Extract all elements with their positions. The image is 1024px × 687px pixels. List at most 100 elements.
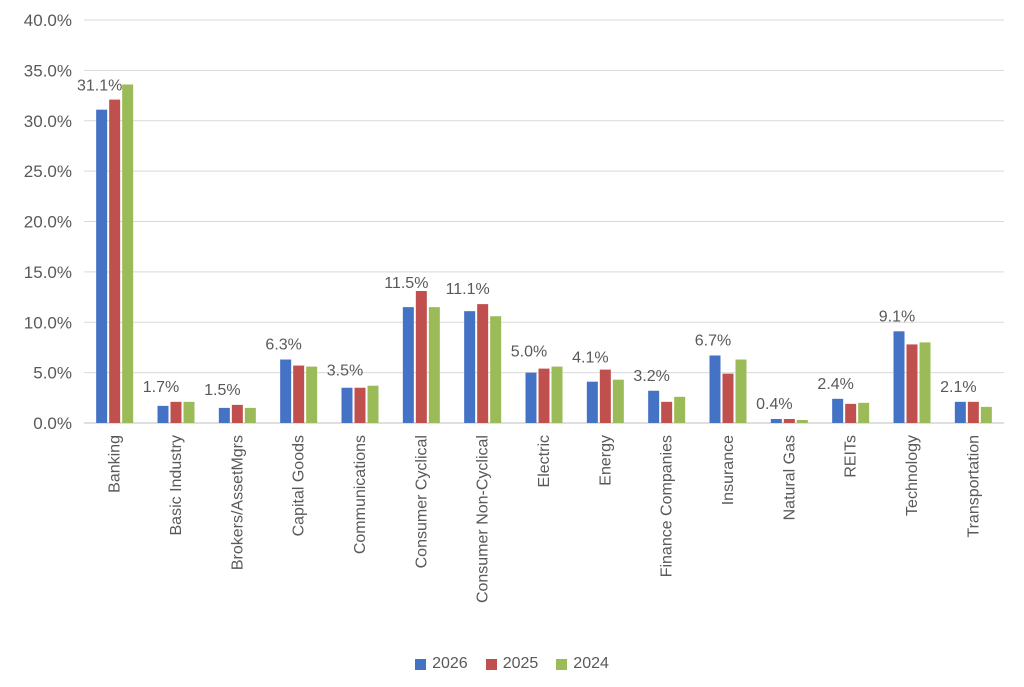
bar-2025: [538, 368, 550, 423]
bar-2024: [858, 402, 870, 423]
category-label: Technology: [904, 435, 921, 516]
bar-chart: 0.0% 5.0% 10.0% 15.0% 20.0% 25.0% 30.0% 35.0% 40…: [24, 11, 1004, 603]
bar-2025: [477, 304, 489, 423]
category-label: Transportation: [965, 435, 982, 538]
category-label: Communications: [352, 435, 369, 554]
legend-item: 2025: [485, 655, 539, 673]
bar-2025: [967, 401, 979, 423]
legend-label: 2026: [432, 655, 468, 672]
bar-2025: [845, 403, 857, 423]
bar-2024: [919, 342, 931, 423]
y-tick-label: 25.0%: [24, 162, 72, 181]
category-label: Capital Goods: [291, 435, 308, 536]
bar-2025: [231, 404, 243, 423]
data-label: 3.2%: [633, 368, 669, 385]
bar-2026: [709, 355, 721, 423]
data-label: 11.5%: [384, 275, 428, 292]
bar-2025: [906, 344, 918, 423]
y-tick-label: 20.0%: [24, 213, 72, 232]
legend: 2026 2025 2024: [0, 655, 1024, 673]
bar-2024: [306, 366, 318, 423]
legend-swatch: [485, 658, 497, 670]
y-tick-label: 40.0%: [24, 11, 72, 30]
bar-2026: [341, 387, 353, 423]
bar-2026: [525, 372, 537, 423]
bar-2024: [183, 401, 195, 423]
category-label: Consumer Cyclical: [413, 435, 430, 568]
x-axis-labels: Banking Basic Industry Brokers/AssetMgrs Ca…: [107, 435, 983, 603]
bar-2024: [122, 84, 134, 423]
bar-2025: [354, 387, 366, 423]
legend-swatch: [415, 658, 427, 670]
bar-2024: [367, 385, 379, 423]
data-labels: 31.1% 1.7% 1.5% 6.3% 3.5% 11.5% 11.1% 5.0% 4.1% 3…: [77, 78, 977, 413]
data-label: 2.4%: [817, 376, 853, 393]
data-label: 1.7%: [143, 379, 179, 396]
data-label: 2.1%: [940, 379, 976, 396]
legend-label: 2024: [573, 655, 609, 672]
y-tick-label: 30.0%: [24, 112, 72, 131]
bar-2024: [551, 366, 563, 423]
bar-2026: [586, 381, 598, 423]
bar-2026: [402, 307, 414, 423]
bar-2026: [648, 390, 660, 423]
bar-2024: [674, 396, 686, 423]
bar-2026: [96, 109, 108, 423]
data-label: 5.0%: [511, 344, 547, 361]
y-axis-ticks: 0.0% 5.0% 10.0% 15.0% 20.0% 25.0% 30.0% 35.0% 40…: [24, 11, 72, 433]
y-tick-label: 15.0%: [24, 263, 72, 282]
legend-label: 2025: [502, 655, 539, 672]
category-label: Banking: [107, 435, 124, 493]
data-label: 1.5%: [204, 382, 240, 399]
bar-2026: [832, 398, 844, 423]
data-label: 4.1%: [572, 350, 608, 367]
bar-2025: [170, 401, 182, 423]
bar-2026: [893, 331, 905, 423]
bars: [96, 84, 992, 423]
category-label: Consumer Non-Cyclical: [475, 435, 492, 603]
data-label: 31.1%: [77, 78, 122, 95]
category-label: Brokers/AssetMgrs: [229, 435, 246, 570]
bar-2024: [735, 359, 747, 423]
y-tick-label: 0.0%: [33, 414, 72, 433]
bar-2024: [612, 379, 624, 423]
data-label: 6.7%: [695, 332, 731, 349]
y-tick-label: 10.0%: [24, 313, 72, 332]
bar-2024: [980, 406, 992, 423]
category-label: Energy: [597, 435, 614, 486]
bar-2026: [157, 405, 169, 423]
data-label: 11.1%: [446, 281, 490, 298]
bar-2024: [796, 419, 808, 423]
bar-2025: [109, 99, 121, 423]
category-label: REITs: [843, 435, 860, 478]
category-label: Natural Gas: [781, 435, 798, 520]
bar-2026: [954, 401, 966, 423]
y-tick-label: 35.0%: [24, 61, 72, 80]
bar-2024: [490, 316, 502, 423]
category-label: Electric: [536, 435, 553, 487]
bar-2026: [464, 311, 476, 423]
category-label: Finance Companies: [659, 435, 676, 577]
gridlines: [84, 19, 1004, 424]
bar-2026: [280, 359, 292, 423]
bar-2025: [661, 401, 673, 423]
data-label: 6.3%: [265, 337, 301, 354]
legend-item: 2026: [415, 655, 468, 673]
bar-2026: [218, 407, 230, 423]
bar-2025: [783, 418, 795, 423]
category-label: Insurance: [720, 435, 737, 505]
bar-2024: [244, 407, 256, 423]
y-tick-label: 5.0%: [33, 364, 72, 383]
legend-item: 2024: [556, 655, 609, 673]
bar-2025: [415, 291, 427, 423]
bar-2025: [599, 369, 611, 423]
bar-2024: [428, 307, 440, 423]
category-label: Basic Industry: [168, 435, 185, 535]
data-label: 9.1%: [879, 308, 915, 325]
data-label: 0.4%: [756, 396, 792, 413]
legend-swatch: [556, 658, 568, 670]
bar-2025: [722, 373, 734, 423]
data-label: 3.5%: [327, 363, 363, 380]
bar-2026: [770, 418, 782, 423]
